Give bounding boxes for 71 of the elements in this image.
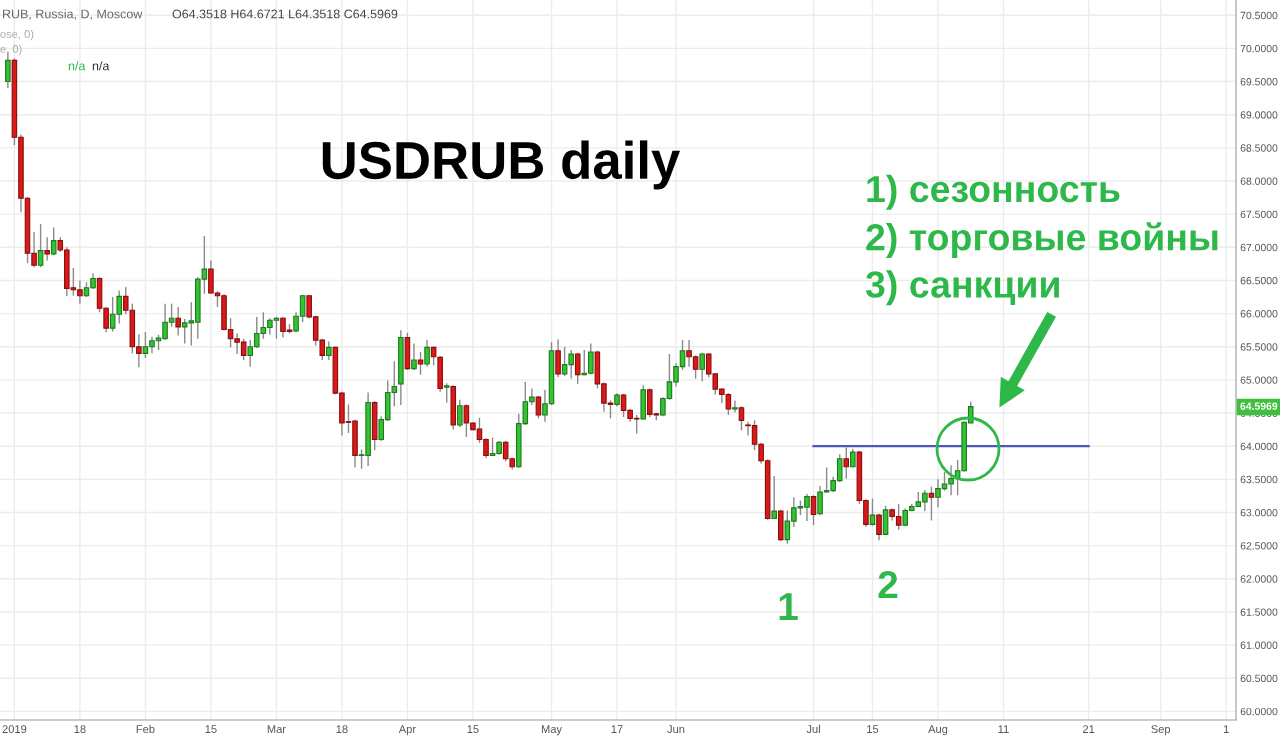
y-tick-label: 66.0000 [1240,310,1278,318]
annotation: n/a [68,61,86,71]
y-tick-label: 65.0000 [1240,376,1278,384]
x-tick-label: 15 [867,725,879,734]
annotation: O64.3518 H64.6721 L64.3518 C64.5969 [172,9,398,19]
x-tick-label: Jul [806,724,820,734]
candlestick [417,351,424,376]
x-tick-label: 1 [1223,725,1229,733]
candlestick [326,340,332,361]
candlestick [37,223,44,268]
candlestick [876,513,882,542]
y-tick-label: 69.5000 [1240,78,1278,86]
y-tick-label: 61.5000 [1240,608,1278,616]
x-tick-label: Sep [1151,725,1171,736]
candlestick [738,405,745,431]
y-tick-label: 61.0000 [1240,641,1278,649]
y-tick-label: 62.5000 [1240,542,1278,550]
x-tick-label: Jun [667,725,685,734]
y-tick-label: 65.5000 [1240,343,1278,351]
y-tick-label: 63.5000 [1240,475,1278,484]
x-tick-label: 17 [611,725,623,733]
candlestick [699,352,705,382]
annotation: n/a [92,61,110,71]
x-tick-label: 15 [205,725,217,734]
x-tick-label: 11 [998,725,1009,733]
candlestick [555,338,561,378]
text: 64.5969 [1240,402,1278,410]
x-tick-label: 18 [336,725,348,734]
y-tick-label: 70.5000 [1240,11,1278,20]
x-tick-label: 21 [1083,725,1095,733]
y-tick-label: 66.5000 [1240,276,1278,285]
candlestick [869,497,876,527]
candlestick [928,485,935,522]
candlestick [50,226,57,256]
y-tick-label: 60.0000 [1240,707,1278,716]
annotation: 1) сезонность 2) торговые войны 3) санкции [865,174,1218,306]
x-tick-label: May [541,725,562,736]
candlestick [810,494,817,526]
annotation: RUB, Russia, D, Moscow [3,9,143,20]
y-tick-label: 70.0000 [1240,44,1278,53]
x-tick-label: Feb [136,724,155,734]
x-tick-label: Aug [928,725,948,736]
text: USDRUB daily [322,140,681,190]
y-tick-label: 67.0000 [1240,243,1278,252]
candlestick [771,475,778,520]
y-tick-label: 68.5000 [1240,144,1278,152]
y-tick-label: 64.0000 [1240,442,1278,451]
candlestick [44,236,50,262]
x-tick-label: 15 [467,725,479,734]
y-tick-label: 63.0000 [1240,508,1278,517]
x-tick-label: Apr [398,725,416,736]
candlestick [411,342,417,371]
y-tick-label: 60.5000 [1240,674,1278,683]
x-tick-label: Mar [267,725,286,734]
y-tick-label: 68.0000 [1240,177,1278,185]
x-tick-label: 2019 [2,725,27,734]
annotation: e, 0) [0,44,22,56]
candlestick [574,352,581,385]
annotation: ose, 0) [0,29,34,41]
candlestick [424,339,430,368]
candlestick [732,399,738,414]
candlestick [175,306,181,337]
candlestick [457,399,463,428]
candlestick [443,382,450,404]
annotation: 1 [779,593,798,621]
y-tick-label: 67.5000 [1240,210,1278,219]
annotation: 2 [878,570,898,599]
candlestick [843,446,850,480]
y-tick-label: 62.0000 [1240,575,1278,583]
y-tick-label: 69.0000 [1240,111,1278,119]
x-tick-label: 18 [74,725,86,734]
